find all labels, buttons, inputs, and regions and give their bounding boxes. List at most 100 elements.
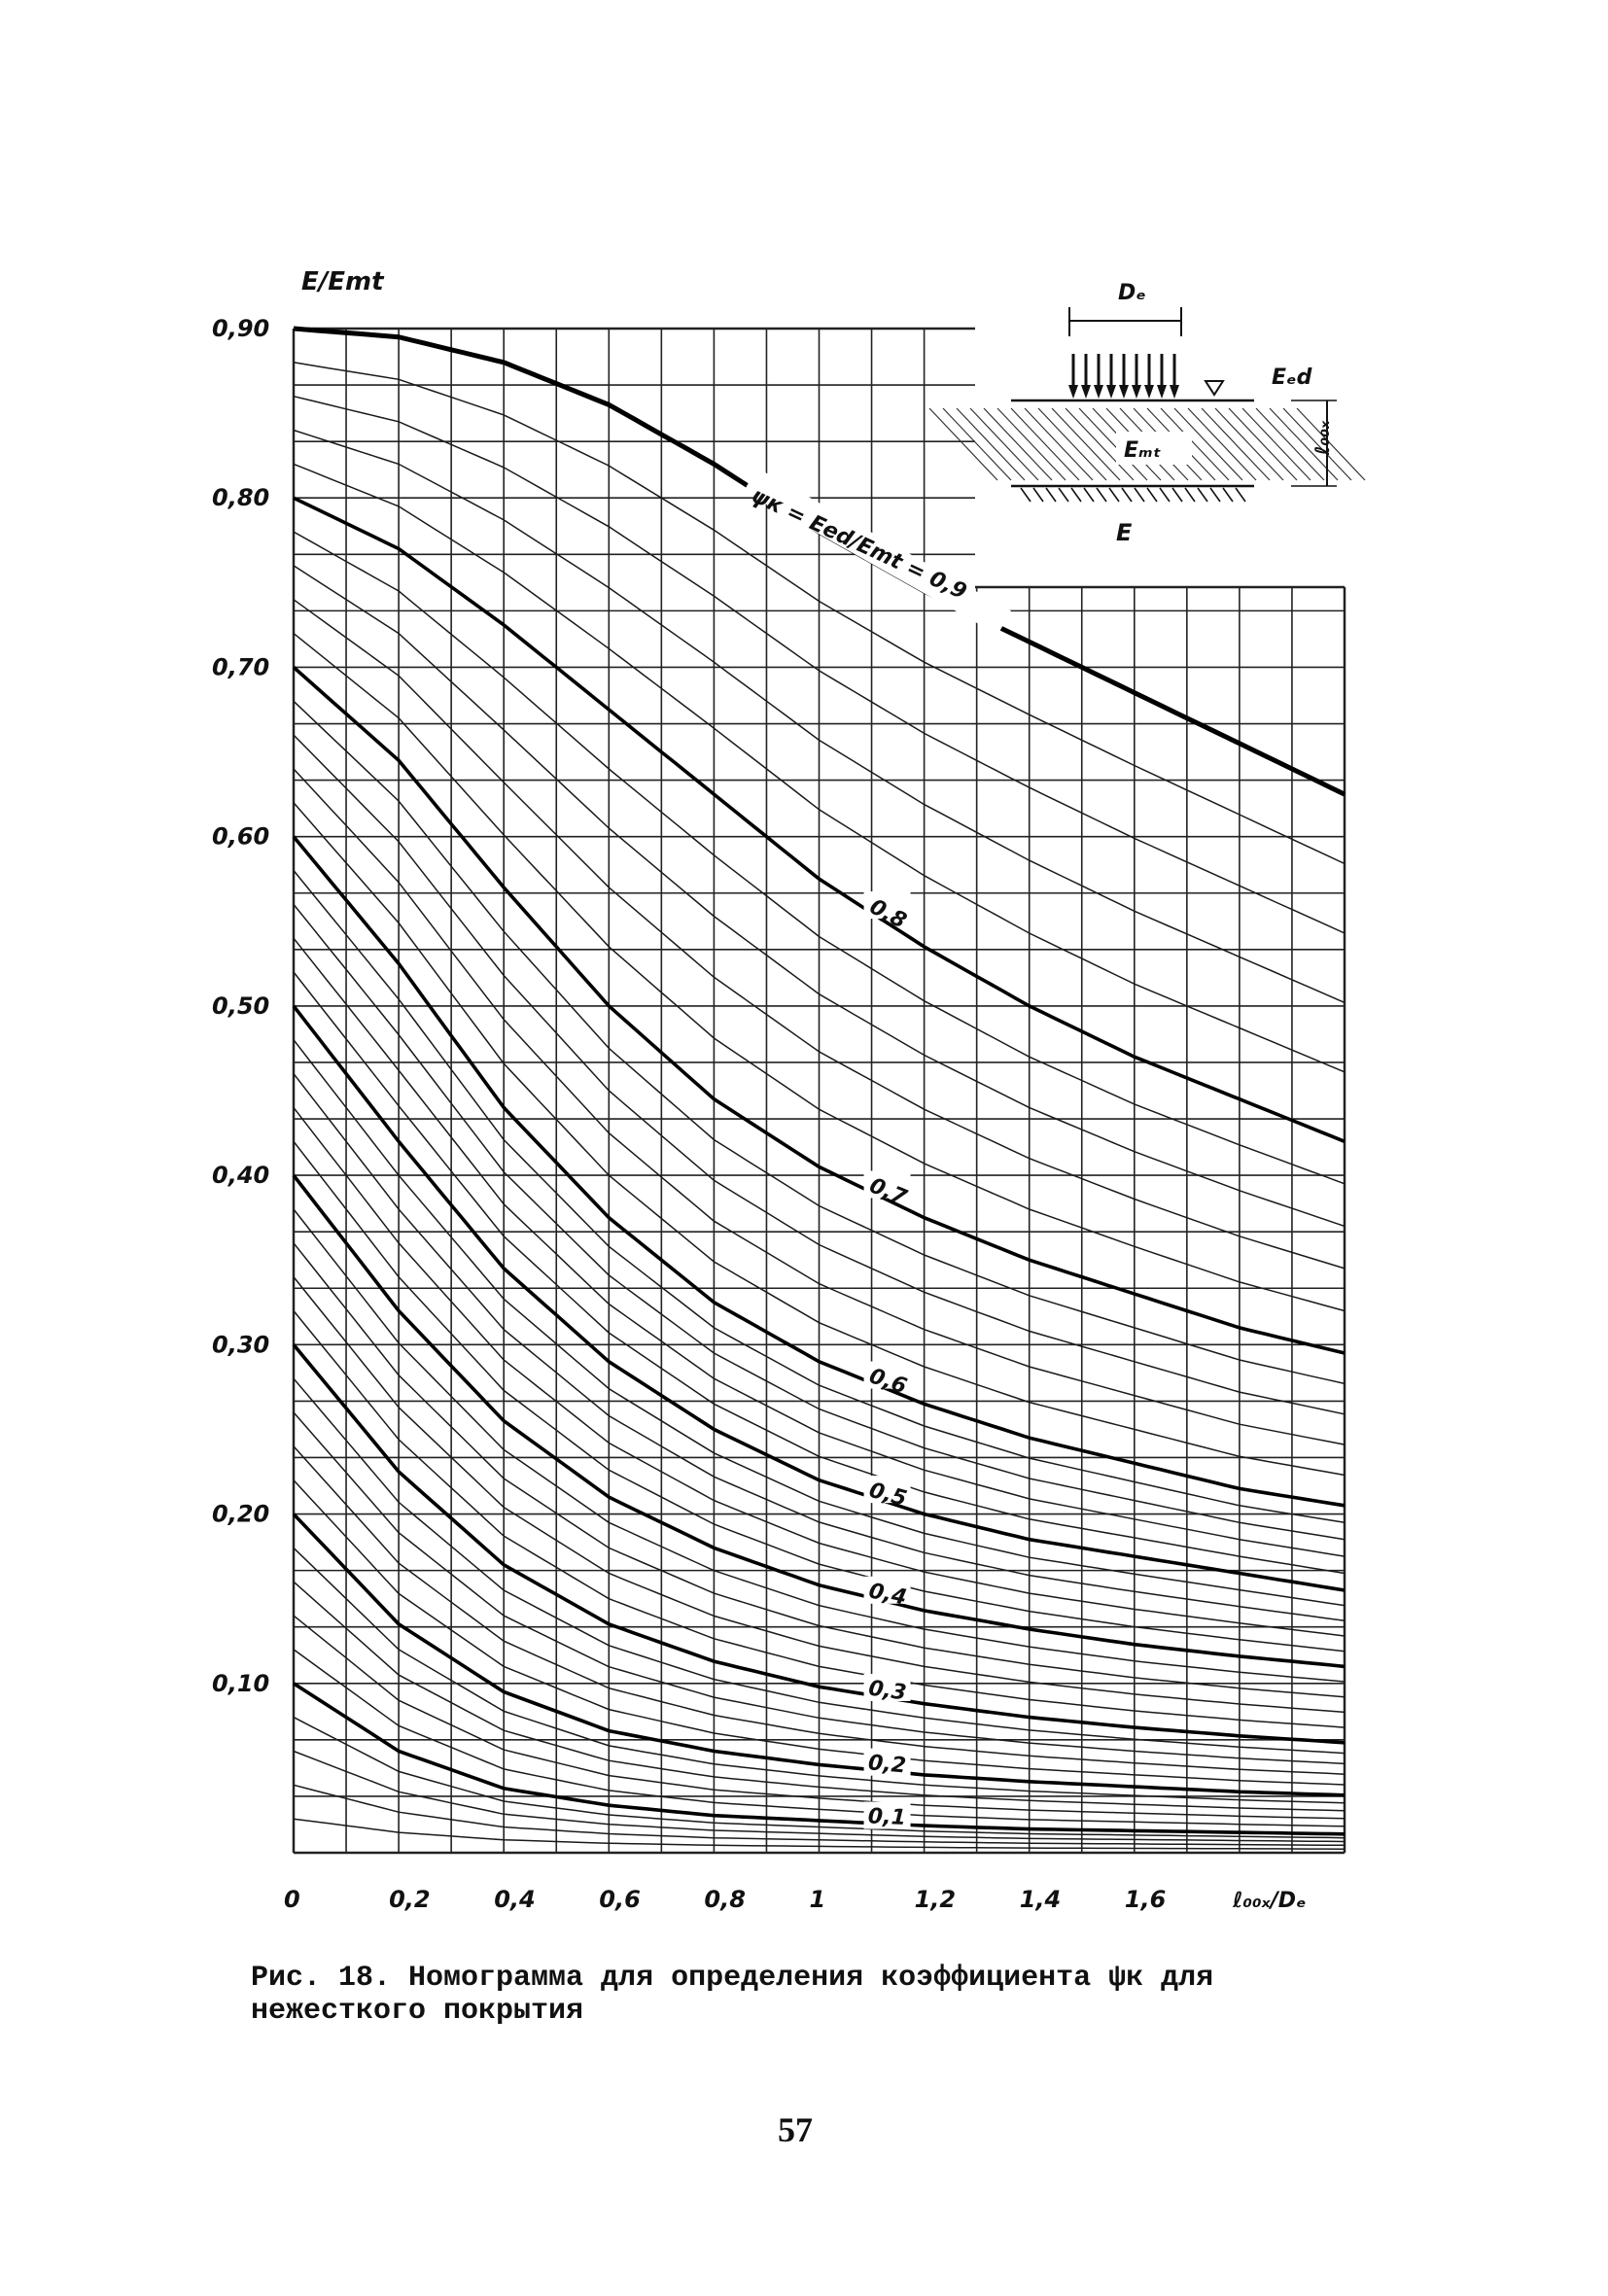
chart-grid xyxy=(292,327,1346,1855)
series-label-bg xyxy=(863,1476,911,1504)
inset-hatch xyxy=(1051,407,1121,481)
load-arrowhead xyxy=(1132,385,1141,399)
family-curve xyxy=(293,1784,1346,1847)
y-tick-label: 0,50 xyxy=(212,992,269,1020)
series-label-bg xyxy=(863,1361,911,1389)
page-number: 57 xyxy=(778,2110,813,2149)
load-arrowhead xyxy=(1144,385,1154,399)
inset-hatch xyxy=(1173,407,1243,481)
family-curve xyxy=(293,937,1346,1557)
inset-ground-hatch xyxy=(1197,487,1208,503)
inset-ground-hatch xyxy=(1235,487,1246,503)
family-curve xyxy=(293,1547,1346,1804)
inset-hatch xyxy=(1010,407,1080,481)
inset-hatch xyxy=(942,407,1012,481)
inset-hatch xyxy=(1078,407,1148,481)
y-tick-label: 0,80 xyxy=(212,484,269,511)
inset-layer-label: Eₘₜ xyxy=(1124,438,1162,463)
series-line xyxy=(292,1173,1346,1669)
family-curve xyxy=(293,768,1346,1445)
inset-ground-hatch xyxy=(1184,487,1196,503)
y-tick-label: 0,30 xyxy=(212,1331,269,1358)
series-line xyxy=(292,835,1346,1508)
x-tick-label: 0,2 xyxy=(389,1886,431,1913)
series-label-bg xyxy=(863,1170,911,1199)
family-curve xyxy=(293,802,1346,1477)
series-line xyxy=(292,666,1346,1355)
load-arrowhead xyxy=(1119,385,1129,399)
family-curve xyxy=(293,531,1346,1185)
inset-hatch xyxy=(1228,407,1298,481)
inset-ground-hatch xyxy=(1121,487,1133,503)
family-curve xyxy=(293,700,1346,1385)
inset-layer-label-bg xyxy=(1116,432,1192,465)
family-curve xyxy=(293,870,1346,1524)
family-curve xyxy=(293,734,1346,1415)
inset-ground-hatch xyxy=(1032,487,1044,503)
inset-hatch xyxy=(1214,407,1284,481)
caption-line-2: нежесткого покрытия xyxy=(251,1995,584,2028)
series-label: 0,3 xyxy=(867,1677,908,1706)
inset-hatch xyxy=(1037,407,1107,481)
x-tick-label: 0 xyxy=(284,1886,300,1913)
series-label-bg xyxy=(863,891,911,920)
series-label-bg xyxy=(863,1801,911,1829)
x-tick-label: 1,4 xyxy=(1020,1886,1062,1913)
inset-hatch xyxy=(983,407,1053,481)
inset-hatch xyxy=(1282,407,1352,481)
load-arrowhead xyxy=(1094,385,1103,399)
x-tick-label: 0,4 xyxy=(494,1886,536,1913)
family-curve xyxy=(293,1581,1346,1812)
x-tick-label: 1,2 xyxy=(915,1886,957,1913)
inset-hatch xyxy=(1065,407,1135,481)
series-label: 0,1 xyxy=(867,1804,906,1830)
family-curve xyxy=(293,903,1346,1541)
inset-ground-hatch xyxy=(1083,487,1095,503)
inset-ground-hatch xyxy=(1058,487,1069,503)
series-line xyxy=(293,496,1346,1143)
inset-hatch xyxy=(996,407,1066,481)
inset-hatch xyxy=(1201,407,1271,481)
figure-caption: Рис. 18. Номограмма для определения коэф… xyxy=(251,1962,1398,2028)
series-label: ψк = Eed/Emt = 0,9 xyxy=(748,484,970,606)
inset-ground-hatch xyxy=(1222,487,1234,503)
x-tick-label: 0,6 xyxy=(599,1886,641,1913)
inset-hatch xyxy=(1024,407,1094,481)
load-arrowhead xyxy=(1081,385,1091,399)
load-arrowhead xyxy=(1157,385,1167,399)
family-curve xyxy=(293,1818,1346,1850)
inset-ground-hatch xyxy=(1070,487,1082,503)
family-curve xyxy=(293,1208,1346,1683)
series-line xyxy=(292,1343,1346,1745)
family-curve xyxy=(293,599,1346,1270)
family-curve xyxy=(293,1140,1346,1652)
inset-ground-hatch xyxy=(1045,487,1057,503)
family-curve xyxy=(293,633,1346,1312)
inset-bottom-label: E xyxy=(1116,519,1133,546)
family-curve xyxy=(293,1445,1346,1775)
family-curve xyxy=(293,395,1346,934)
series-label-bg xyxy=(863,1748,911,1776)
family-curve xyxy=(293,565,1346,1228)
load-arrowhead xyxy=(1068,385,1078,399)
series-label: 0,2 xyxy=(867,1751,907,1778)
load-arrowhead xyxy=(1106,385,1116,399)
curve-family xyxy=(293,362,1346,1850)
inset-hatch xyxy=(1241,407,1311,481)
inset-ground-hatch xyxy=(1108,487,1120,503)
series-line xyxy=(293,1682,1346,1836)
inset-hatch xyxy=(1255,407,1325,481)
y-tick-label: 0,10 xyxy=(212,1670,269,1697)
y-tick-label: 0,60 xyxy=(212,823,269,851)
series-label-bg xyxy=(863,1576,911,1604)
y-tick-label: 0,20 xyxy=(212,1501,269,1528)
inset-ground-hatch xyxy=(1171,487,1183,503)
family-curve xyxy=(293,1242,1346,1698)
series-line xyxy=(292,1004,1346,1592)
inset-hatch xyxy=(1296,407,1366,481)
x-tick-label: 1,6 xyxy=(1125,1886,1167,1913)
load-arrowhead xyxy=(1170,385,1179,399)
y-tick-label: 0,40 xyxy=(212,1162,269,1189)
inset-ground-hatch xyxy=(1096,487,1107,503)
